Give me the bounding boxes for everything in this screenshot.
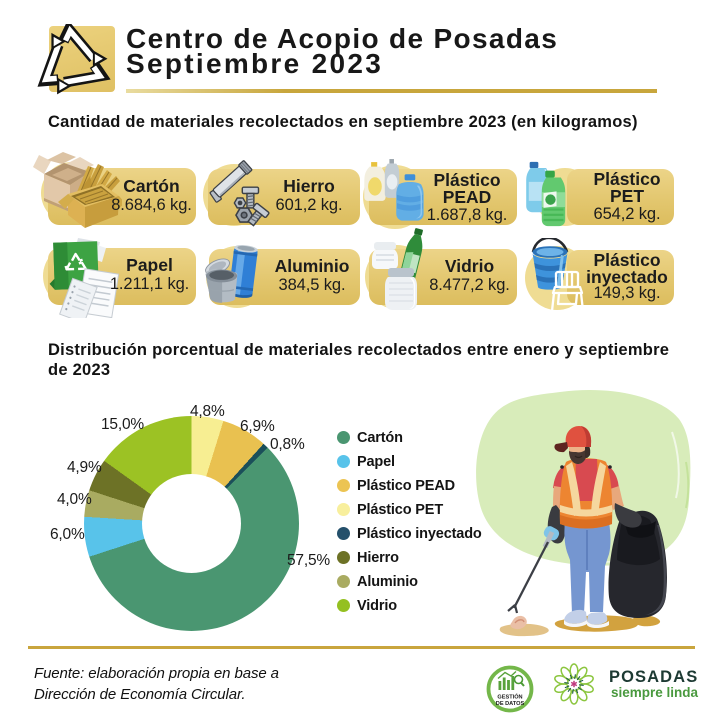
- svg-text:DE DATOS: DE DATOS: [496, 701, 525, 707]
- svg-text:GESTIÓN: GESTIÓN: [497, 693, 522, 701]
